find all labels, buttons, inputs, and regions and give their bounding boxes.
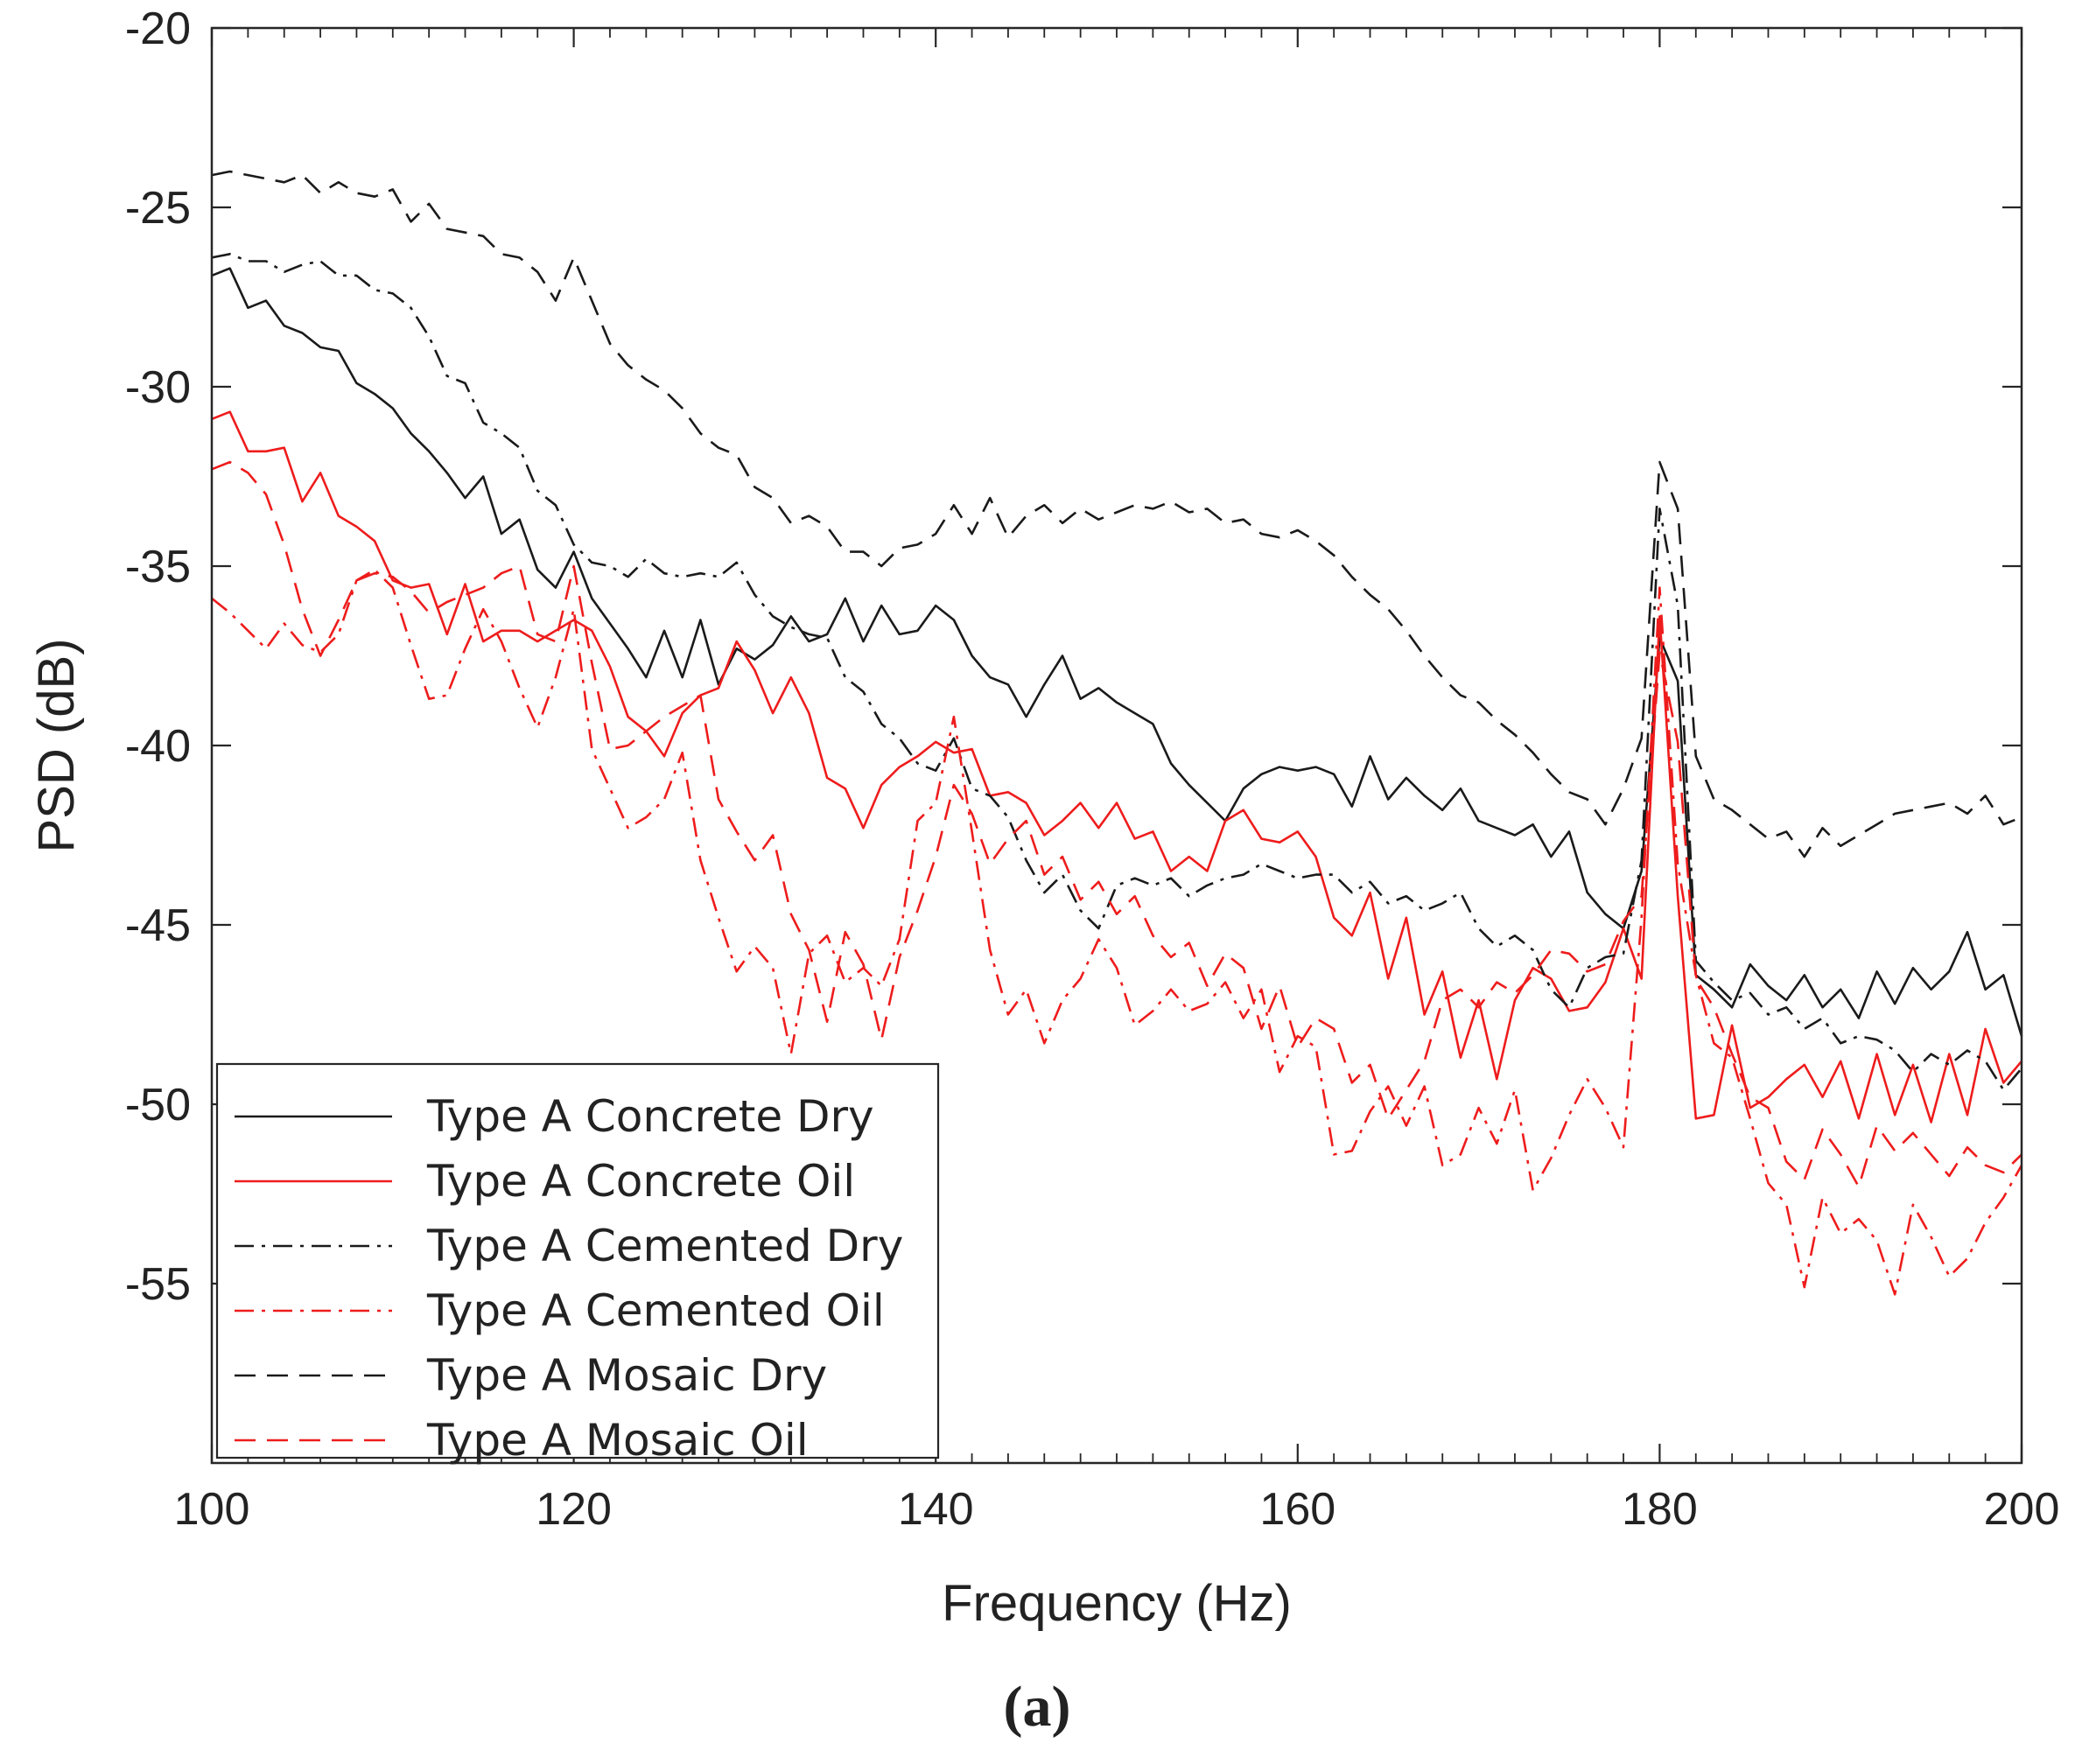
series-line-5 [211,170,2022,858]
legend-label: Type A Concrete Oil [426,1156,855,1207]
tick-layer: 100 120 140 160 180 200 -20 -25 -30 -35 -40 -45 -50 -… [125,4,2060,1535]
series-layer [211,170,2023,1296]
legend-box [215,1062,940,1460]
y-tick-label: -55 [125,1259,191,1310]
legend-label: Type A Mosaic Oil [426,1415,809,1466]
x-tick-label: 100 [174,1484,250,1535]
y-tick-label: -35 [125,542,191,592]
x-tick-label: 140 [898,1484,974,1535]
series-line-3 [211,252,2022,1091]
series-line-6 [211,460,2022,1188]
y-tick-label: -40 [125,721,191,772]
legend-label: Type A Cemented Oil [426,1285,885,1336]
x-tick-label: 180 [1622,1484,1698,1535]
x-axis-title: Frequency (Hz) [942,1575,1292,1632]
y-tick-label: -30 [125,362,191,413]
legend: Type A Concrete Dry Type A Concrete Oil Ty… [215,1062,940,1466]
series-line-2 [211,410,2022,1124]
legend-label: Type A Mosaic Dry [426,1350,827,1401]
series-line-4 [211,568,2023,1296]
y-tick-label: -50 [125,1080,191,1130]
y-tick-label: -45 [125,900,191,951]
series-line-1 [211,267,2023,1037]
figure-caption: (a) [1004,1675,1071,1739]
y-tick-label: -20 [125,4,191,54]
y-axis-title: PSD (dB) [28,639,85,853]
legend-label: Type A Cemented Dry [426,1221,903,1271]
x-tick-label: 160 [1259,1484,1335,1535]
x-tick-label: 200 [1984,1484,2060,1535]
y-tick-label: -25 [125,183,191,234]
x-tick-label: 120 [536,1484,612,1535]
legend-label: Type A Concrete Dry [426,1091,874,1142]
